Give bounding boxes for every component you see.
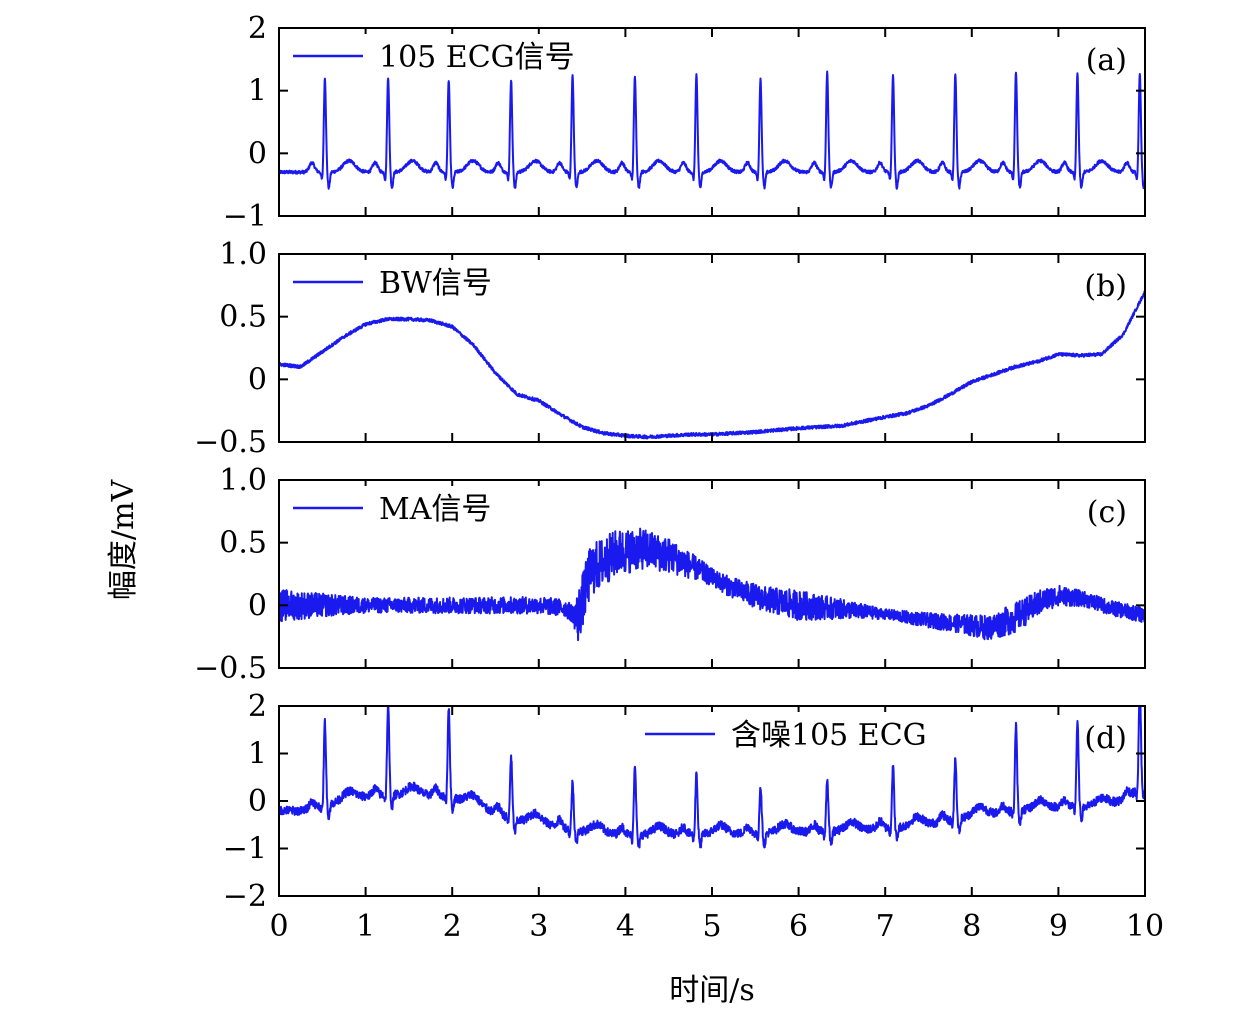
signal-line-b	[279, 289, 1145, 440]
y-tick-label: 0	[248, 362, 267, 397]
y-tick-label: −0.5	[194, 651, 267, 686]
legend-background	[641, 712, 981, 748]
x-tick-label: 8	[962, 909, 981, 944]
x-tick-label: 2	[443, 909, 462, 944]
legend-label: 含噪105 ECG	[731, 718, 927, 753]
y-tick-label: 1	[248, 74, 267, 109]
y-tick-label: 0	[248, 784, 267, 819]
y-tick-label: −2	[223, 879, 267, 914]
y-tick-label: 0.5	[219, 300, 267, 335]
panel-label: (b)	[1084, 269, 1127, 304]
y-tick-label: 0.5	[219, 526, 267, 561]
panel-b: 1.0 0.5 0 −0.5 BW信号 (b)	[194, 237, 1146, 460]
y-tick-label: 1	[248, 737, 267, 772]
x-tick-label: 1	[356, 909, 375, 944]
panel-label: (c)	[1087, 495, 1127, 530]
signal-line-c	[279, 527, 1145, 642]
panel-label: (d)	[1084, 721, 1127, 756]
x-axis-title: 时间/s	[669, 973, 755, 1008]
legend-background	[289, 34, 619, 70]
x-tick-label: 3	[529, 909, 548, 944]
y-tick-label: −1	[223, 832, 267, 867]
x-tick-label: 7	[876, 909, 895, 944]
signal-line-d	[279, 706, 1145, 849]
legend-background	[289, 486, 619, 522]
panel-c: 1.0 0.5 0 −0.5 MA信号 (c)	[194, 463, 1146, 686]
y-tick-label: 2	[248, 11, 267, 46]
x-tick-label: 10	[1126, 909, 1164, 944]
x-tick-label: 0	[269, 909, 288, 944]
x-tick-label: 6	[789, 909, 808, 944]
x-tick-label: 4	[616, 909, 635, 944]
y-tick-label: 0	[248, 136, 267, 171]
legend-label: 105 ECG信号	[379, 40, 575, 75]
y-tick-label: 0	[248, 588, 267, 623]
y-tick-label: 1.0	[219, 463, 267, 498]
y-tick-label: −1	[223, 199, 267, 234]
x-tick-label: 5	[702, 909, 721, 944]
legend-label: BW信号	[379, 266, 492, 301]
x-tick-label: 9	[1049, 909, 1068, 944]
y-tick-label: 2	[248, 689, 267, 724]
panel-label: (a)	[1086, 43, 1127, 78]
y-tick-label: 1.0	[219, 237, 267, 272]
y-axis-title: 幅度/mV	[106, 479, 141, 601]
y-tick-label: −0.5	[194, 425, 267, 460]
legend-background	[289, 260, 619, 296]
panel-a: 2 1 0 −1 105 ECG信号 (a)	[223, 11, 1146, 234]
signal-line-a	[279, 70, 1145, 190]
legend-label: MA信号	[379, 492, 491, 527]
